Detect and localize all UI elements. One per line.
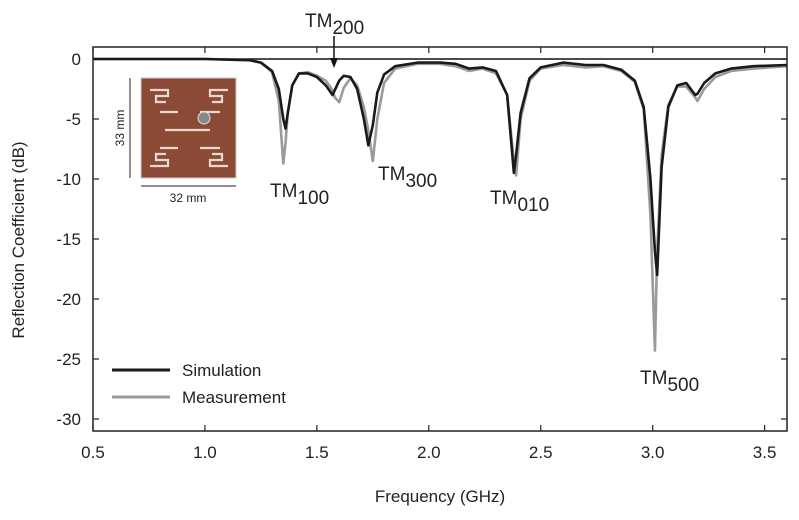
inset-width-label: 32 mm — [170, 191, 207, 205]
x-tick-label: 2.0 — [417, 443, 441, 462]
legend-label: Measurement — [182, 388, 286, 407]
annotation-text: TM — [490, 188, 517, 209]
x-axis-label: Frequency (GHz) — [375, 487, 505, 506]
y-tick-label: -20 — [56, 290, 81, 309]
inset-height-label: 33 mm — [113, 110, 127, 147]
y-tick-label: -5 — [66, 110, 81, 129]
annotation: TM010 — [490, 188, 549, 216]
x-tick-label: 3.5 — [753, 443, 777, 462]
x-tick-label: 1.5 — [305, 443, 329, 462]
inset-pattern — [150, 88, 228, 168]
y-tick-label: 0 — [72, 50, 81, 69]
plot-frame — [92, 46, 788, 432]
x-tick-label: 2.5 — [529, 443, 553, 462]
annotation-subscript: 200 — [332, 18, 364, 39]
y-tick-label: -30 — [56, 410, 81, 429]
annotation-subscript: 500 — [667, 375, 699, 396]
annotation-text: TM — [640, 368, 667, 389]
annotation: TM300 — [378, 164, 437, 192]
inset-photo — [140, 77, 237, 179]
y-tick-label: -10 — [56, 170, 81, 189]
annotation-text: TM — [270, 181, 297, 202]
x-tick-label: 0.5 — [81, 443, 105, 462]
y-tick-label: -15 — [56, 230, 81, 249]
annotation-subscript: 100 — [297, 188, 329, 209]
x-tick-label: 3.0 — [641, 443, 665, 462]
annotation: TM200 — [305, 11, 364, 39]
inset-connector — [197, 111, 211, 125]
annotation-subscript: 010 — [517, 195, 549, 216]
annotation-subscript: 300 — [405, 171, 437, 192]
annotation: TM100 — [270, 181, 329, 209]
annotation: TM500 — [640, 368, 699, 396]
y-axis-label: Reflection Coefficient (dB) — [9, 141, 28, 338]
annotation-text: TM — [378, 164, 405, 185]
annotation-text: TM — [305, 11, 332, 32]
legend-label: Simulation — [182, 361, 261, 380]
x-tick-label: 1.0 — [193, 443, 217, 462]
y-tick-label: -25 — [56, 350, 81, 369]
arrow-head — [330, 58, 338, 68]
inset: 33 mm 32 mm — [113, 77, 237, 205]
series-line — [93, 57, 788, 277]
